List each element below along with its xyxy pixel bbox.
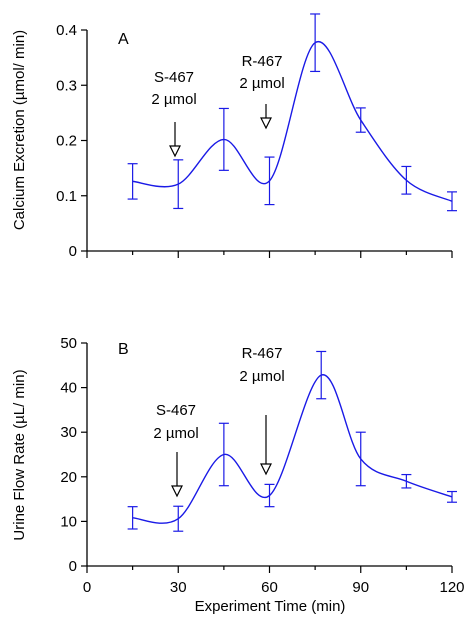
annotation-label: R-467: [242, 345, 283, 362]
y-tick-label: 0.2: [56, 133, 77, 150]
annotation-label: R-467: [242, 53, 283, 70]
annotation-r467: R-467 2 µmol: [239, 53, 285, 130]
y-axis-label: Urine Flow Rate (µL/ min): [11, 369, 28, 540]
annotation-s467: S-467 2 µmol: [153, 402, 199, 498]
annotation-label: S-467: [154, 69, 194, 86]
annotation-dose: 2 µmol: [151, 91, 196, 108]
y-tick-label: 10: [60, 513, 77, 530]
x-tick-label: 120: [439, 579, 464, 596]
x-tick-label: 60: [261, 579, 278, 596]
panel-label: A: [118, 31, 129, 48]
y-tick-label: 40: [60, 380, 77, 397]
x-axis-label: Experiment Time (min): [195, 598, 346, 615]
series-line: [132, 374, 453, 524]
y-tick-label: 50: [60, 335, 77, 352]
y-tick-label: 0: [69, 243, 77, 260]
x-tick-label: 0: [83, 579, 91, 596]
y-tick-label: 20: [60, 469, 77, 486]
annotation-dose: 2 µmol: [239, 368, 284, 385]
y-tick-label: 0.4: [56, 22, 77, 39]
annotation-dose: 2 µmol: [239, 75, 284, 92]
annotation-dose: 2 µmol: [153, 425, 198, 442]
annotation-label: S-467: [156, 402, 196, 419]
x-tick-label: 90: [352, 579, 369, 596]
y-tick-label: 0: [69, 558, 77, 575]
y-tick-label: 30: [60, 424, 77, 441]
x-tick-label: 30: [170, 579, 187, 596]
panel-b: B Urine Flow Rate (µL/ min) S-467 2 µmol…: [11, 335, 465, 596]
annotation-arrowhead: [169, 145, 181, 158]
annotation-arrowhead: [171, 485, 183, 498]
series-line: [132, 41, 453, 202]
panel-a: A Calcium Excretion (µmol/ min) S-467 2 …: [11, 13, 457, 260]
annotation-s467: S-467 2 µmol: [151, 69, 197, 158]
panel-label: B: [118, 341, 129, 358]
annotation-arrowhead: [260, 117, 272, 130]
y-tick-label: 0.3: [56, 77, 77, 94]
annotation-r467: R-467 2 µmol: [239, 345, 285, 476]
y-axis-label: Calcium Excretion (µmol/ min): [11, 30, 28, 230]
y-tick-label: 0.1: [56, 188, 77, 205]
annotation-arrowhead: [260, 463, 272, 476]
